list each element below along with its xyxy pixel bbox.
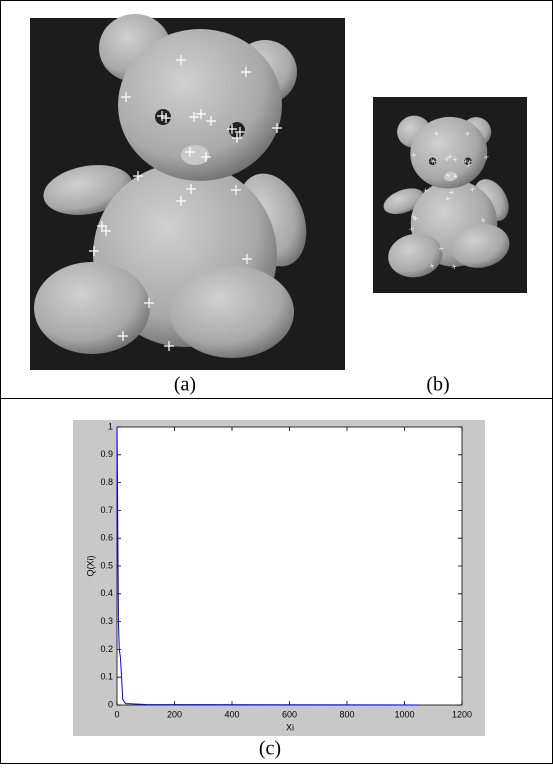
y-tick-label: 1 — [108, 421, 113, 431]
x-tick-label: 200 — [167, 709, 182, 719]
label-a: (a) — [174, 374, 196, 396]
y-tick-label: 0.6 — [100, 533, 113, 543]
x-tick-label: 400 — [224, 709, 239, 719]
y-tick-label: 0.8 — [100, 477, 113, 487]
axes — [117, 427, 462, 705]
y-tick-label: 0.4 — [100, 588, 113, 598]
y-tick-label: 0.5 — [100, 560, 113, 570]
x-tick-label: 1200 — [452, 709, 472, 719]
x-tick-label: 800 — [339, 709, 354, 719]
figure: (a) (b) Xi Q(Xi) (c) 0 200 400 600 800 1000 12… — [0, 0, 553, 764]
y-tick-label: 0.1 — [100, 672, 113, 682]
label-c: (c) — [259, 738, 281, 760]
x-tick-label: 1000 — [394, 709, 414, 719]
y-tick-label: 0.2 — [100, 644, 113, 654]
x-label: Xi — [286, 722, 294, 732]
label-b: (b) — [426, 374, 449, 396]
y-label: Q(Xi) — [85, 556, 95, 577]
y-tick-label: 0.7 — [100, 505, 113, 515]
y-tick-label: 0.3 — [100, 616, 113, 626]
y-tick-label: 0 — [108, 699, 113, 709]
y-tick-label: 0.9 — [100, 449, 113, 459]
x-tick-label: 600 — [282, 709, 297, 719]
x-tick-label: 0 — [114, 709, 119, 719]
